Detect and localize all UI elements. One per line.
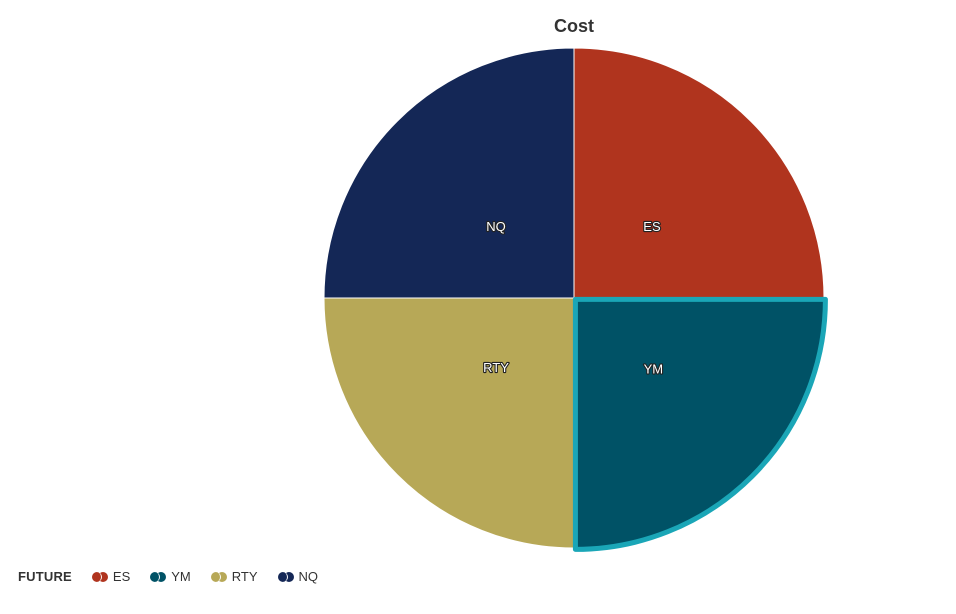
pie-slice-rty[interactable] bbox=[323, 297, 575, 549]
legend-item-es[interactable]: ES bbox=[91, 569, 131, 584]
pie-slice-ym[interactable] bbox=[572, 296, 828, 552]
slice-label-es: ES bbox=[643, 219, 661, 234]
legend-item-nq[interactable]: NQ bbox=[277, 569, 319, 584]
legend-swatch-icon bbox=[150, 571, 167, 582]
legend-item-rty[interactable]: RTY bbox=[210, 569, 258, 584]
legend-item-ym[interactable]: YM bbox=[150, 569, 191, 584]
legend-label: YM bbox=[171, 569, 191, 584]
legend-swatch-icon bbox=[210, 571, 227, 582]
slice-label-ym: YM bbox=[644, 361, 664, 376]
slice-label-nq: NQ bbox=[486, 219, 506, 234]
pie-slice-nq[interactable] bbox=[323, 47, 575, 299]
legend: FUTURE ES YM RTY NQ bbox=[18, 569, 338, 584]
legend-swatch-icon bbox=[91, 571, 108, 582]
chart-title: Cost bbox=[554, 16, 594, 36]
legend-title: FUTURE bbox=[18, 569, 72, 584]
slice-label-rty: RTY bbox=[483, 360, 509, 375]
pie-slice-es[interactable] bbox=[573, 47, 825, 299]
legend-swatch-icon bbox=[277, 571, 294, 582]
legend-label: RTY bbox=[231, 569, 258, 584]
legend-label: ES bbox=[112, 569, 131, 584]
legend-label: NQ bbox=[298, 569, 319, 584]
